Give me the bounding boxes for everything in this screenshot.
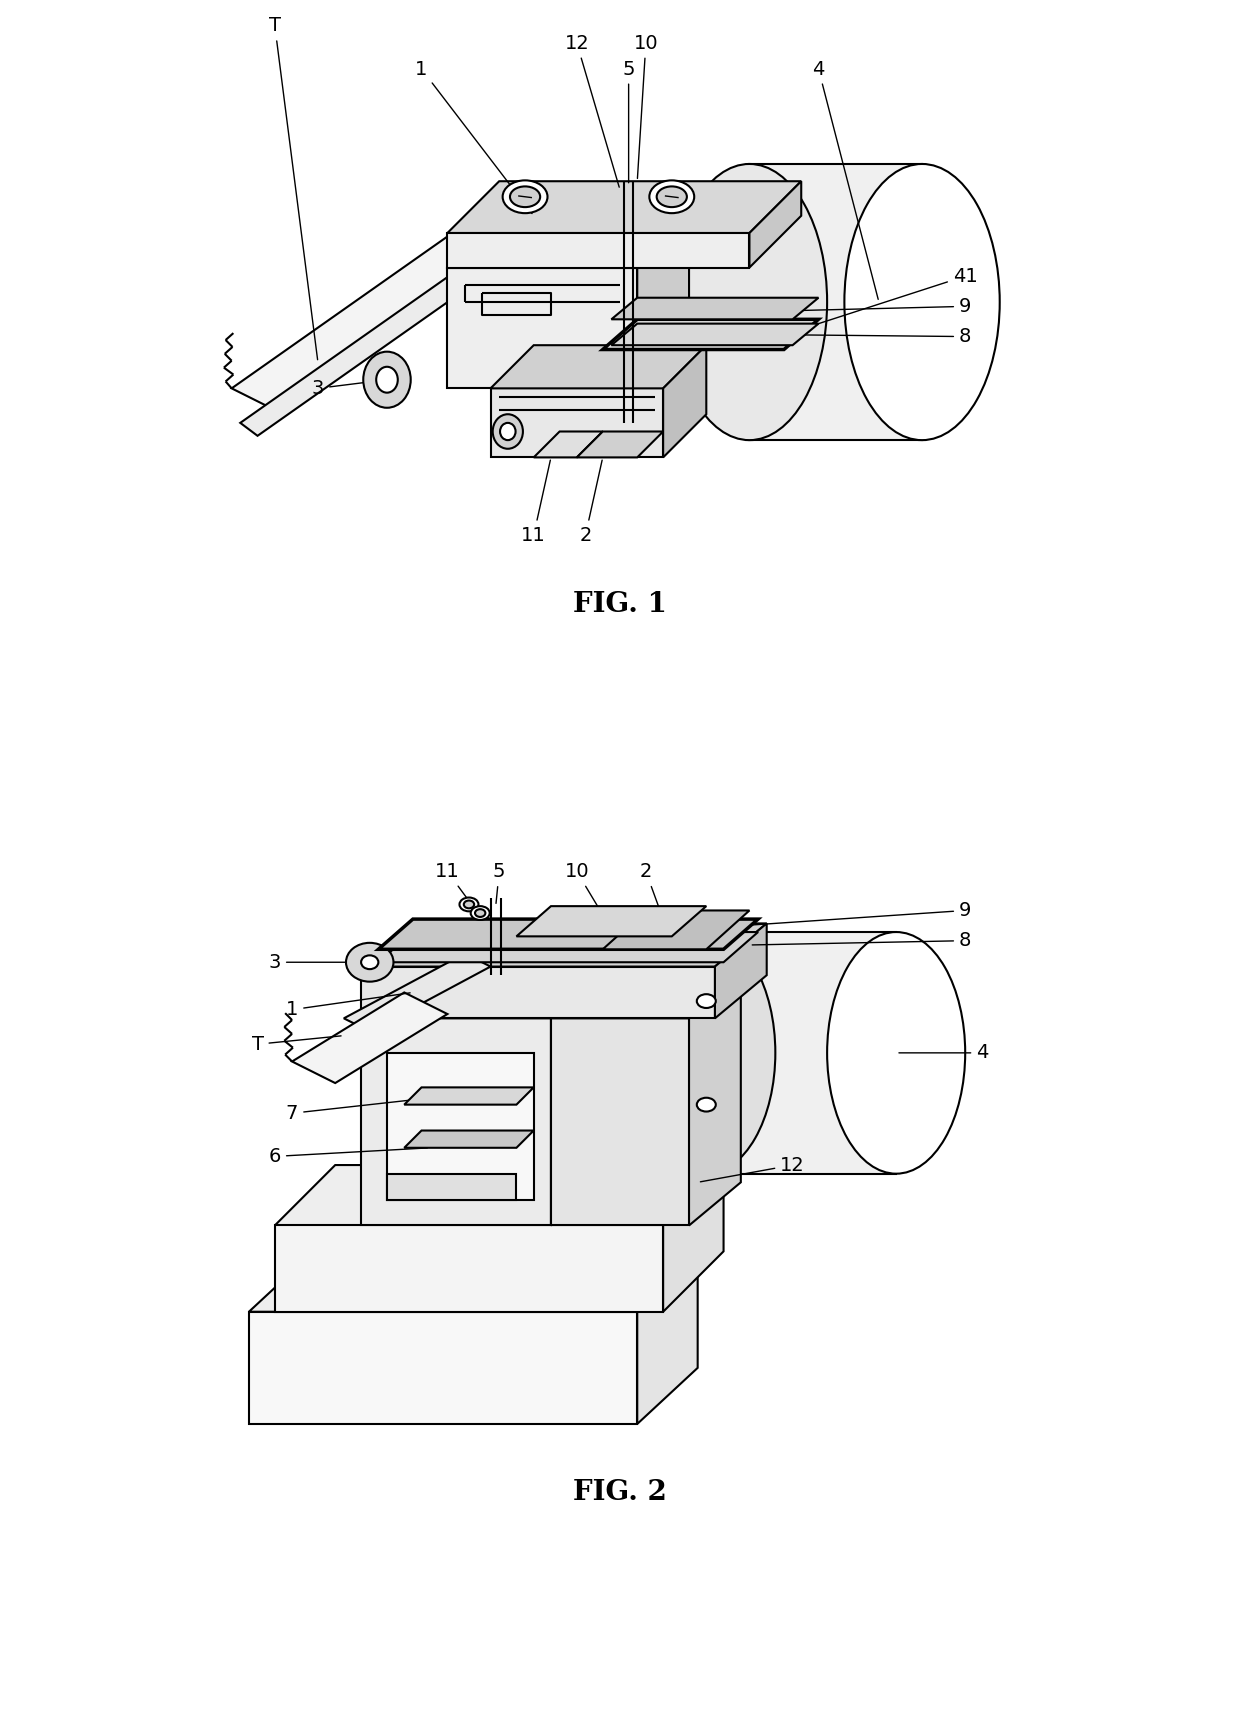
Polygon shape bbox=[249, 1257, 698, 1312]
Polygon shape bbox=[378, 932, 758, 963]
Polygon shape bbox=[448, 268, 637, 388]
Text: 2: 2 bbox=[640, 861, 662, 917]
Text: 3: 3 bbox=[269, 953, 367, 972]
Polygon shape bbox=[404, 1087, 533, 1105]
Ellipse shape bbox=[363, 352, 410, 407]
Polygon shape bbox=[603, 911, 749, 949]
Text: 9: 9 bbox=[753, 901, 971, 925]
Polygon shape bbox=[387, 1174, 516, 1200]
Text: 11: 11 bbox=[435, 861, 470, 903]
Text: 5: 5 bbox=[622, 59, 635, 183]
Text: 4: 4 bbox=[812, 59, 878, 299]
Text: 6: 6 bbox=[269, 1146, 428, 1167]
Text: 11: 11 bbox=[521, 461, 551, 545]
Polygon shape bbox=[361, 967, 715, 1018]
Polygon shape bbox=[611, 324, 818, 345]
Polygon shape bbox=[663, 1165, 724, 1312]
Polygon shape bbox=[361, 975, 603, 1018]
Ellipse shape bbox=[844, 164, 999, 440]
Ellipse shape bbox=[471, 906, 490, 920]
Ellipse shape bbox=[827, 932, 965, 1174]
Polygon shape bbox=[387, 1053, 533, 1200]
Polygon shape bbox=[715, 923, 766, 1018]
Polygon shape bbox=[749, 164, 923, 440]
Text: FIG. 1: FIG. 1 bbox=[573, 590, 667, 618]
Text: 9: 9 bbox=[795, 297, 971, 316]
Polygon shape bbox=[611, 297, 818, 319]
Ellipse shape bbox=[697, 1098, 715, 1112]
Polygon shape bbox=[448, 181, 801, 233]
Polygon shape bbox=[343, 954, 491, 1030]
Ellipse shape bbox=[464, 901, 474, 908]
Text: 8: 8 bbox=[795, 326, 971, 347]
Ellipse shape bbox=[650, 181, 694, 212]
Ellipse shape bbox=[502, 181, 548, 212]
Polygon shape bbox=[448, 233, 749, 268]
Ellipse shape bbox=[492, 414, 523, 449]
Text: 41: 41 bbox=[786, 266, 977, 335]
Ellipse shape bbox=[460, 898, 479, 911]
Polygon shape bbox=[275, 1165, 724, 1225]
Polygon shape bbox=[491, 345, 707, 388]
Polygon shape bbox=[361, 923, 766, 967]
Polygon shape bbox=[603, 319, 818, 350]
Text: 10: 10 bbox=[634, 33, 658, 178]
Ellipse shape bbox=[697, 994, 715, 1008]
Ellipse shape bbox=[346, 942, 393, 982]
Polygon shape bbox=[749, 181, 801, 268]
Text: T: T bbox=[252, 1034, 341, 1055]
Text: 5: 5 bbox=[494, 861, 506, 903]
Polygon shape bbox=[491, 388, 663, 457]
Text: FIG. 2: FIG. 2 bbox=[573, 1479, 667, 1507]
Text: 4: 4 bbox=[899, 1043, 988, 1063]
Ellipse shape bbox=[637, 932, 775, 1174]
Polygon shape bbox=[293, 992, 448, 1084]
Polygon shape bbox=[516, 906, 707, 935]
Polygon shape bbox=[249, 1312, 637, 1424]
Text: T: T bbox=[269, 16, 317, 359]
Polygon shape bbox=[241, 259, 491, 437]
Text: 3: 3 bbox=[311, 378, 384, 399]
Ellipse shape bbox=[510, 186, 541, 207]
Polygon shape bbox=[275, 1225, 663, 1312]
Ellipse shape bbox=[500, 423, 516, 440]
Polygon shape bbox=[533, 432, 603, 457]
Polygon shape bbox=[663, 345, 707, 457]
Polygon shape bbox=[637, 1257, 698, 1424]
Text: 10: 10 bbox=[564, 861, 601, 913]
Polygon shape bbox=[637, 216, 689, 388]
Polygon shape bbox=[448, 216, 689, 268]
Ellipse shape bbox=[361, 956, 378, 970]
Ellipse shape bbox=[657, 186, 687, 207]
Text: 1: 1 bbox=[415, 59, 532, 214]
Ellipse shape bbox=[376, 368, 398, 394]
Polygon shape bbox=[689, 975, 740, 1225]
Polygon shape bbox=[551, 975, 603, 1225]
Polygon shape bbox=[361, 1018, 551, 1225]
Polygon shape bbox=[707, 932, 897, 1174]
Text: 2: 2 bbox=[579, 461, 603, 545]
Ellipse shape bbox=[672, 164, 827, 440]
Polygon shape bbox=[551, 975, 740, 1018]
Text: 1: 1 bbox=[286, 992, 410, 1020]
Polygon shape bbox=[577, 432, 663, 457]
Polygon shape bbox=[551, 1018, 689, 1225]
Polygon shape bbox=[232, 224, 516, 414]
Text: 12: 12 bbox=[564, 33, 619, 186]
Text: 7: 7 bbox=[286, 1096, 445, 1124]
Polygon shape bbox=[378, 918, 758, 949]
Text: 8: 8 bbox=[753, 930, 971, 951]
Polygon shape bbox=[404, 1131, 533, 1148]
Ellipse shape bbox=[475, 910, 485, 917]
Text: 12: 12 bbox=[701, 1155, 805, 1182]
